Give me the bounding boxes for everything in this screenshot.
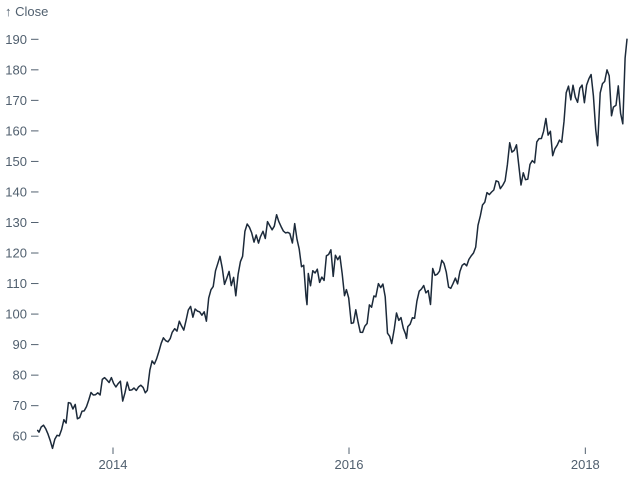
y-tick-label: 160: [5, 123, 27, 138]
y-tick-label: 90: [13, 337, 27, 352]
y-tick-label: 130: [5, 215, 27, 230]
y-tick-label: 150: [5, 154, 27, 169]
y-tick-label: 120: [5, 246, 27, 261]
y-tick-label: 80: [13, 368, 27, 383]
x-tick-label: 2014: [99, 457, 128, 472]
y-tick-label: 140: [5, 184, 27, 199]
price-line: [36, 38, 628, 450]
y-tick-label: 110: [6, 276, 27, 291]
y-tick-label: 100: [5, 307, 27, 322]
y-tick-label: 60: [13, 429, 27, 444]
y-tick-label: 70: [13, 398, 27, 413]
y-tick-label: 170: [5, 93, 27, 108]
x-axis: 2014 2016 2018: [99, 447, 600, 472]
y-tick-label: 180: [5, 62, 27, 77]
y-tick-label: 190: [5, 32, 27, 47]
y-axis: 60 70 80 90 100 110 120 130 140 150 160 170 180 190: [5, 32, 39, 444]
x-tick-label: 2018: [571, 457, 600, 472]
x-tick-label: 2016: [335, 457, 364, 472]
y-axis-title: ↑ Close: [5, 4, 48, 19]
